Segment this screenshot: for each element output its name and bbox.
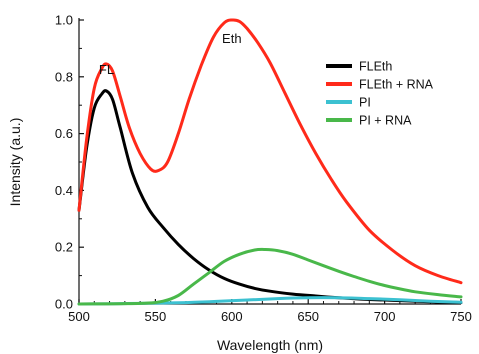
series-line-1 (77, 18, 463, 285)
annotation-label: Eth (222, 31, 242, 46)
series-lines (77, 18, 463, 306)
legend: FLEth FLEth + RNA PI PI + RNA (326, 60, 434, 128)
series-line-3 (77, 247, 463, 306)
legend-label: FLEth + RNA (359, 78, 434, 92)
y-axis-ticks: 0.0 0.2 0.4 0.6 0.8 1.0 (55, 13, 84, 312)
x-tick-label: 650 (297, 309, 319, 324)
series-line-2 (77, 296, 463, 306)
legend-label: PI + RNA (359, 114, 412, 128)
x-tick-label: 550 (145, 309, 167, 324)
y-tick-label: 0.4 (55, 183, 73, 198)
legend-label: FLEth (359, 60, 392, 74)
legend-label: PI (359, 96, 371, 110)
y-tick-label: 1.0 (55, 13, 73, 28)
x-tick-label: 700 (374, 309, 396, 324)
y-tick-label: 0.2 (55, 240, 73, 255)
annotation-label: FL (99, 62, 114, 77)
y-tick-label: 0.6 (55, 126, 73, 141)
x-axis-label: Wavelength (nm) (217, 337, 323, 353)
y-tick-label: 0.0 (55, 297, 73, 312)
chart-annotations: FL Eth (99, 31, 242, 77)
x-tick-label: 600 (221, 309, 243, 324)
x-tick-label: 500 (68, 309, 90, 324)
x-tick-label: 750 (450, 309, 472, 324)
y-axis-label: Intensity (a.u.) (7, 118, 23, 207)
y-tick-label: 0.8 (55, 69, 73, 84)
